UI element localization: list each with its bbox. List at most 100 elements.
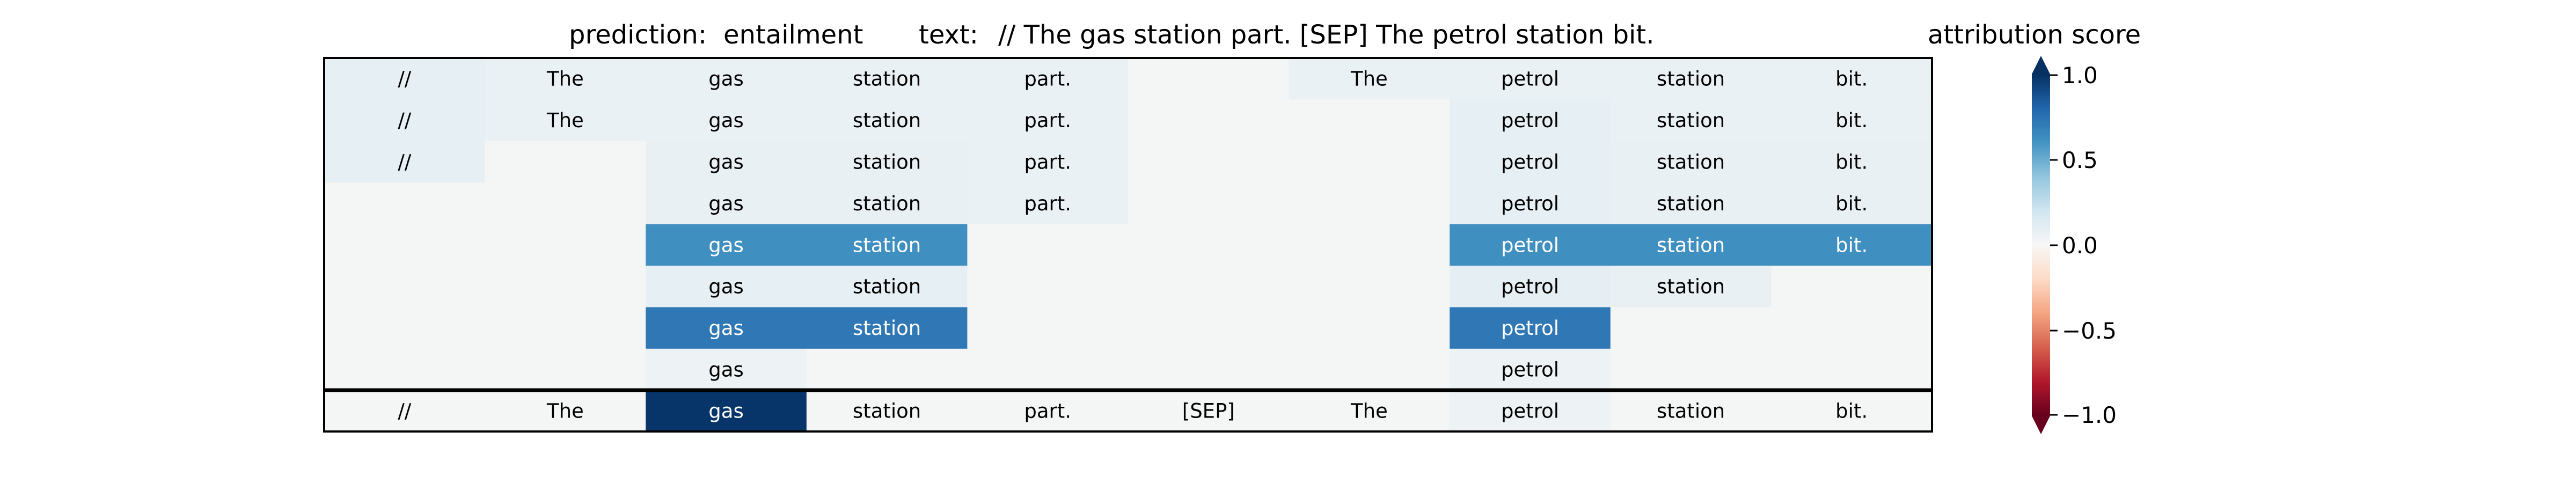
heatmap-cell bbox=[1289, 307, 1450, 349]
colorbar-max-extension bbox=[2032, 56, 2050, 74]
heatmap-token-label: petrol bbox=[1501, 358, 1559, 382]
summary-cell bbox=[1450, 390, 1611, 432]
heatmap-cell bbox=[1771, 141, 1933, 183]
summary-token-label: petrol bbox=[1501, 400, 1559, 423]
heatmap-cell bbox=[324, 182, 486, 225]
heatmap-cell bbox=[324, 266, 486, 308]
heatmap-cell bbox=[1771, 224, 1933, 266]
heatmap-cell bbox=[967, 58, 1129, 100]
heatmap-labels: // The gas station part. The petrol station bit.… bbox=[398, 68, 1868, 423]
heatmap-cell bbox=[485, 58, 646, 100]
heatmap-token-label: station bbox=[853, 109, 921, 132]
heatmap-token-label: petrol bbox=[1501, 68, 1559, 91]
heatmap-cell bbox=[1289, 141, 1450, 183]
heatmap-cell bbox=[1289, 224, 1450, 266]
heatmap-token-label: petrol bbox=[1501, 151, 1559, 174]
heatmap-token-label: bit. bbox=[1835, 192, 1868, 215]
heatmap-token-label: // bbox=[398, 109, 411, 132]
heatmap-cell bbox=[967, 348, 1129, 391]
heatmap-cell bbox=[806, 224, 968, 266]
heatmap-cell bbox=[1610, 141, 1772, 183]
heatmap-token-label: gas bbox=[708, 192, 743, 215]
heatmap-cell bbox=[485, 266, 646, 308]
heatmap-cell bbox=[324, 348, 486, 391]
heatmap-token-label: The bbox=[546, 68, 584, 91]
heatmap-token-label: part. bbox=[1024, 68, 1071, 91]
heatmap-cell bbox=[806, 141, 968, 183]
heatmap-token-label: gas bbox=[708, 233, 743, 257]
heatmap-token-label: The bbox=[1350, 68, 1388, 91]
heatmap-cell bbox=[1128, 266, 1290, 308]
heatmap-cell bbox=[1128, 141, 1290, 183]
heatmap-token-label: gas bbox=[708, 275, 743, 298]
summary-token-label: The bbox=[546, 400, 584, 423]
heatmap-cell bbox=[485, 224, 646, 266]
heatmap-cell bbox=[324, 224, 486, 266]
summary-cell bbox=[967, 390, 1129, 432]
summary-cell bbox=[1128, 390, 1290, 432]
heatmap-cell bbox=[1610, 266, 1772, 308]
heatmap-token-label: station bbox=[853, 151, 921, 174]
heatmap-token-label: gas bbox=[708, 68, 743, 91]
summary-token-label: part. bbox=[1024, 400, 1071, 423]
heatmap-cell bbox=[646, 224, 807, 266]
heatmap-cell bbox=[324, 141, 486, 183]
heatmap-cell bbox=[1289, 348, 1450, 391]
heatmap-cell bbox=[646, 266, 807, 308]
heatmap-token-label: gas bbox=[708, 151, 743, 174]
heatmap-cell bbox=[324, 58, 486, 100]
heatmap-cell bbox=[485, 182, 646, 225]
heatmap-cell bbox=[1289, 266, 1450, 308]
heatmap-cell bbox=[485, 307, 646, 349]
heatmap-token-label: petrol bbox=[1501, 192, 1559, 215]
heatmap-cell bbox=[1771, 348, 1933, 391]
heatmap-token-label: bit. bbox=[1835, 151, 1868, 174]
heatmap-token-label: petrol bbox=[1501, 275, 1559, 298]
heatmap-token-label: bit. bbox=[1835, 233, 1868, 257]
heatmap-cell bbox=[806, 307, 968, 349]
heatmap-cell bbox=[967, 182, 1129, 225]
prediction-value: entailment bbox=[723, 20, 863, 50]
heatmap-token-label: station bbox=[1657, 68, 1725, 91]
heatmap-cell bbox=[967, 224, 1129, 266]
summary-token-label: gas bbox=[708, 400, 743, 423]
heatmap-cell bbox=[1289, 182, 1450, 225]
heatmap-token-label: station bbox=[853, 233, 921, 257]
heatmap-cell bbox=[1289, 58, 1450, 100]
heatmap-token-label: station bbox=[1657, 275, 1725, 298]
heatmap-cell bbox=[806, 99, 968, 142]
heatmap-token-label: station bbox=[1657, 192, 1725, 215]
summary-cell bbox=[1771, 390, 1933, 432]
heatmap-cell bbox=[1450, 307, 1611, 349]
colorbar-tick-label: 0.0 bbox=[2062, 232, 2098, 259]
heatmap-cell bbox=[1610, 182, 1772, 225]
summary-token-label: // bbox=[398, 400, 411, 423]
heatmap-cell bbox=[1128, 348, 1290, 391]
heatmap-token-label: petrol bbox=[1501, 233, 1559, 257]
heatmap-cell bbox=[646, 307, 807, 349]
heatmap-token-label: part. bbox=[1024, 192, 1071, 215]
prediction-label: prediction: bbox=[569, 20, 707, 50]
heatmap-cell bbox=[485, 99, 646, 142]
heatmap-cell bbox=[1128, 58, 1290, 100]
colorbar-tick-label: 1.0 bbox=[2062, 62, 2098, 89]
heatmap-cell bbox=[1128, 224, 1290, 266]
colorbar bbox=[2032, 74, 2050, 416]
heatmap-token-label: The bbox=[546, 109, 584, 132]
heatmap-cell bbox=[646, 348, 807, 391]
heatmap-cell bbox=[1610, 58, 1772, 100]
heatmap-cell bbox=[485, 348, 646, 391]
heatmap-cell bbox=[485, 141, 646, 183]
heatmap-cell bbox=[1771, 182, 1933, 225]
heatmap-cell bbox=[1610, 99, 1772, 142]
summary-cell bbox=[1610, 390, 1772, 432]
heatmap-cell bbox=[806, 348, 968, 391]
heatmap-cell bbox=[1450, 141, 1611, 183]
heatmap-token-label: // bbox=[398, 151, 411, 174]
heatmap-cell bbox=[1610, 224, 1772, 266]
summary-token-label: station bbox=[1657, 400, 1725, 423]
text-label: text: bbox=[919, 20, 978, 50]
chart-title: prediction: entailment text: // The gas … bbox=[569, 20, 1654, 50]
heatmap-token-label: bit. bbox=[1835, 109, 1868, 132]
